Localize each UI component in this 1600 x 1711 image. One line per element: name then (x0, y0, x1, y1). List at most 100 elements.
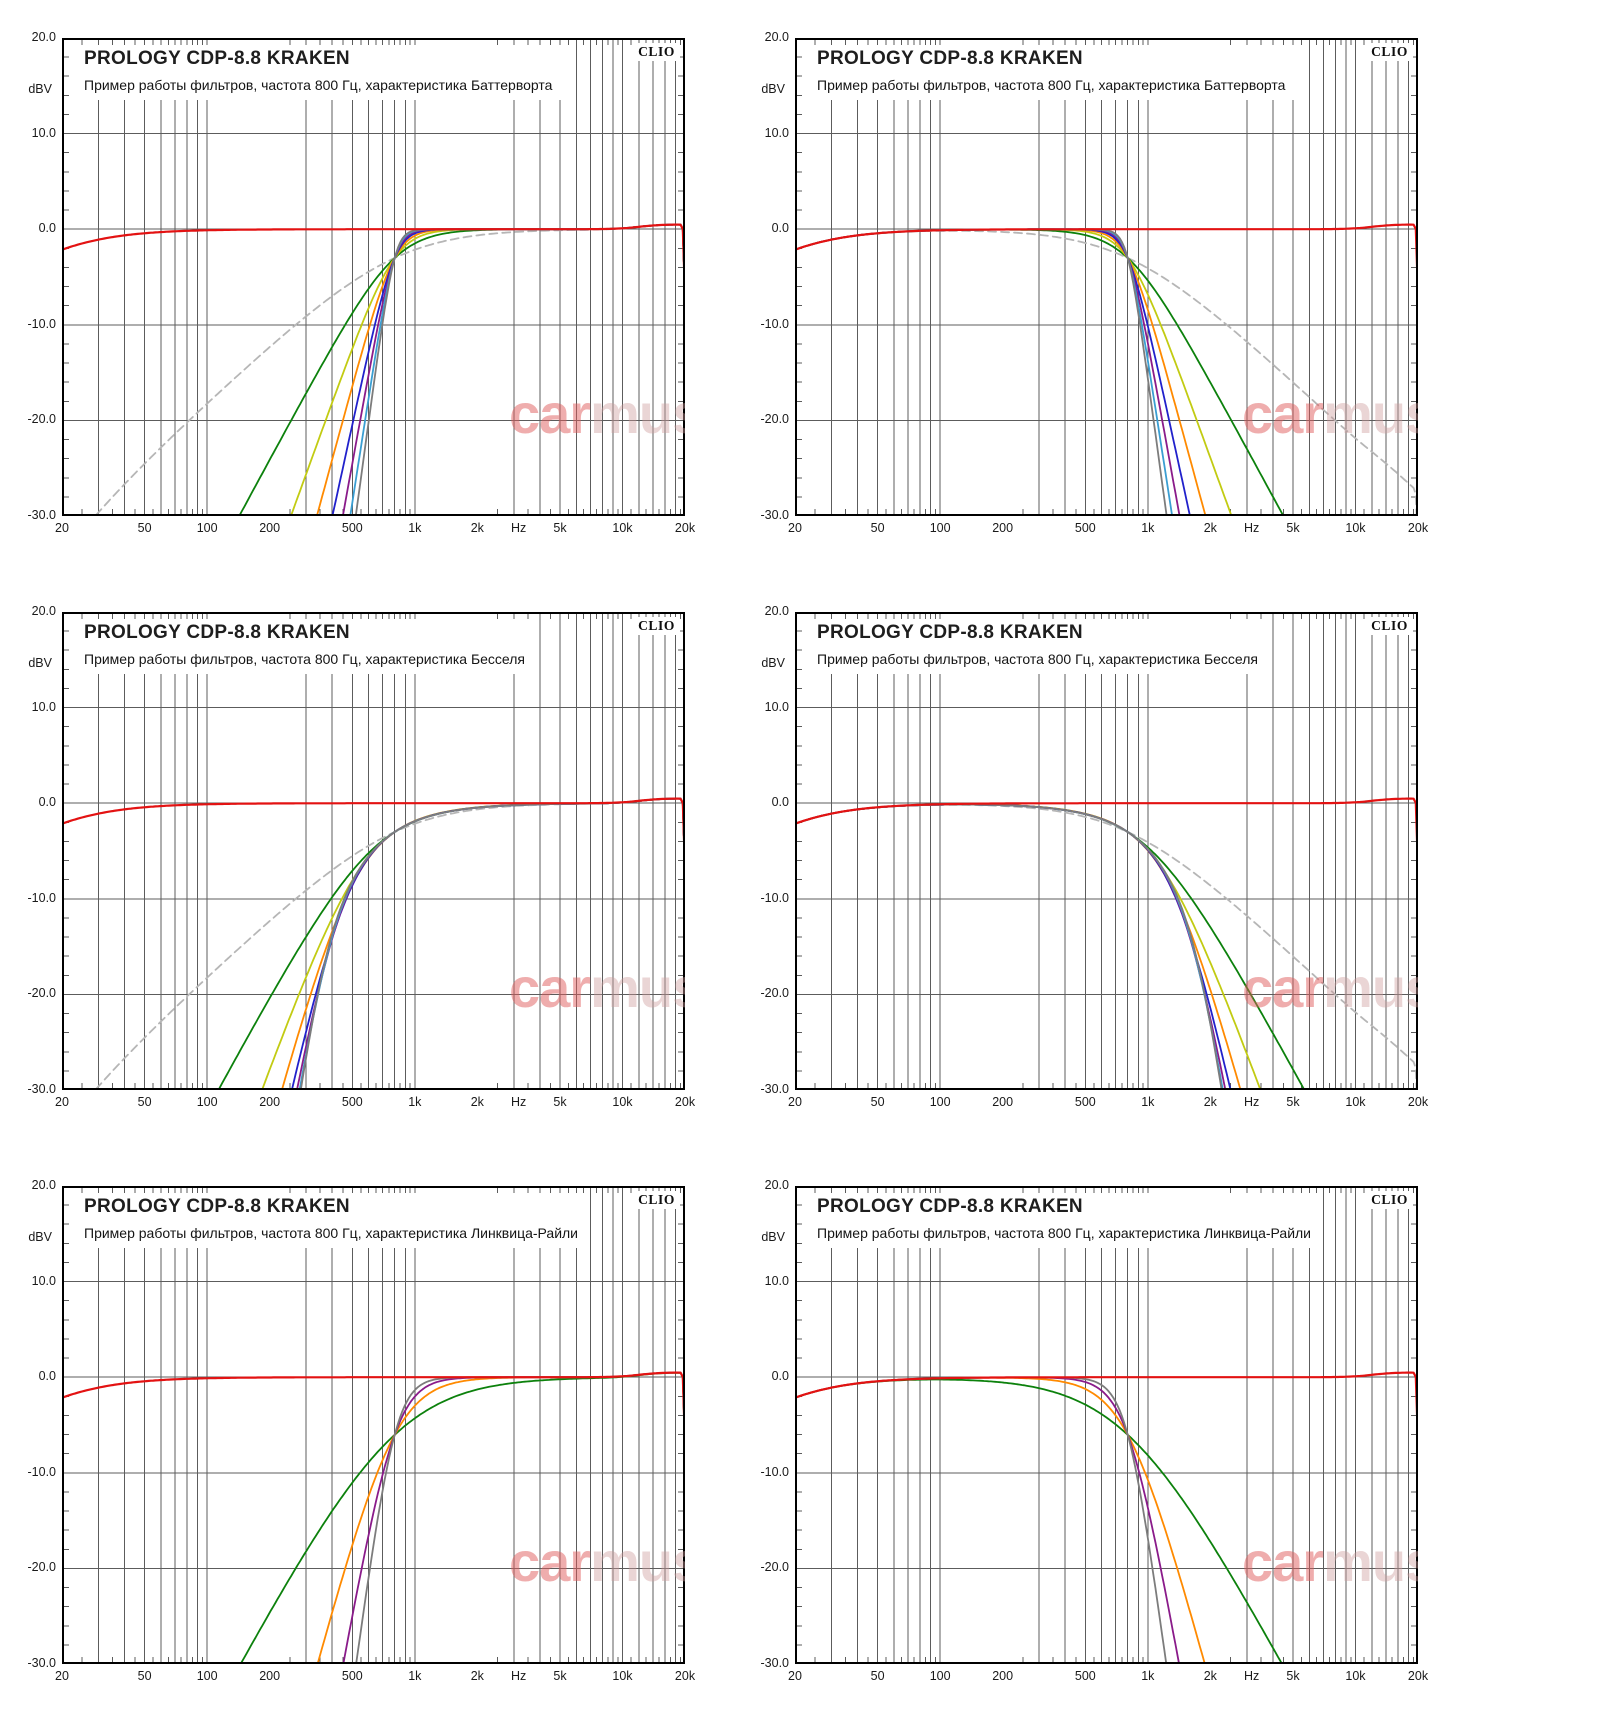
plot-area: PROLOGY CDP-8.8 KRAKEN Пример работы фил… (795, 38, 1418, 516)
y-axis-unit-label: dBV (761, 656, 785, 670)
x-tick-label: 20k (1407, 1669, 1429, 1683)
curve-42-db-oct (797, 803, 1224, 1088)
plot-border (795, 612, 1418, 1090)
watermark-part2: mus (590, 956, 685, 1019)
x-tick-label: 2k (1203, 521, 1217, 535)
x-tick-label: 100 (196, 521, 218, 535)
y-tick-label: 10.0 (764, 125, 789, 140)
y-tick-label: -10.0 (27, 890, 57, 905)
x-tick-label: Hz (510, 1095, 527, 1109)
curve-24-db-oct (317, 1371, 683, 1662)
x-tick-label: 10k (612, 1669, 633, 1683)
curve-reference-no-filter (797, 1371, 1416, 1417)
chart-panel-butterworth-highpass: PROLOGY CDP-8.8 KRAKEN Пример работы фил… (0, 18, 733, 563)
chart-canvas (62, 1186, 685, 1664)
y-axis-unit-label: dBV (28, 1230, 52, 1244)
y-tick-label: -20.0 (27, 412, 57, 427)
clio-logo: CLIO (1366, 617, 1413, 635)
x-tick-label: 500 (341, 521, 363, 535)
chart-panel-linkwitz-riley-highpass: PROLOGY CDP-8.8 KRAKEN Пример работы фил… (0, 1166, 733, 1711)
x-tick-label: 10k (1345, 1095, 1366, 1109)
x-tick-label: 1k (408, 1669, 422, 1683)
x-tick-label: 50 (870, 521, 885, 535)
watermark: carmus (509, 386, 685, 442)
x-tick-label: 20k (674, 1095, 696, 1109)
y-tick-label: -30.0 (27, 508, 57, 522)
x-tick-label: 200 (259, 1095, 281, 1109)
x-tick-label: 1k (408, 521, 422, 535)
chart-subtitle: Пример работы фильтров, частота 800 Гц, … (817, 76, 1286, 93)
x-tick-label: 5k (553, 1095, 567, 1109)
curve-reference-no-filter (797, 223, 1416, 269)
curve-reference-no-filter (64, 223, 683, 269)
y-tick-label: 10.0 (764, 699, 789, 714)
curve-24-db-oct (797, 1376, 1206, 1662)
x-tick-label: 200 (992, 1669, 1014, 1683)
x-tick-label: 1k (408, 1095, 422, 1109)
curve-12-db-oct (240, 1371, 683, 1662)
chart-title: PROLOGY CDP-8.8 KRAKEN (84, 622, 350, 643)
plot-border (795, 38, 1418, 516)
chart-canvas (795, 1186, 1418, 1664)
chart-title: PROLOGY CDP-8.8 KRAKEN (817, 622, 1083, 643)
x-tick-label: 10k (1345, 521, 1366, 535)
x-tick-label: 20 (788, 1095, 802, 1109)
curve-18-db-oct (797, 228, 1232, 514)
chart-subtitle: Пример работы фильтров, частота 800 Гц, … (817, 1224, 1311, 1241)
curve-6-db-oct (797, 803, 1416, 1088)
x-tick-label: 100 (929, 1095, 951, 1109)
x-tick-label: 200 (259, 1669, 281, 1683)
curve-reference-no-filter (797, 797, 1416, 843)
plot-area: PROLOGY CDP-8.8 KRAKEN Пример работы фил… (795, 1186, 1418, 1664)
watermark-part1: car (1242, 382, 1324, 445)
x-tick-label: 50 (137, 1095, 152, 1109)
y-tick-label: -20.0 (760, 1560, 790, 1575)
curve-reference-no-filter (64, 797, 683, 843)
curve-48-db-oct (797, 228, 1168, 514)
x-tick-label: 2k (470, 1095, 484, 1109)
y-tick-label: -30.0 (760, 1082, 790, 1096)
x-tick-label: 10k (612, 1095, 633, 1109)
chart-canvas (795, 612, 1418, 1090)
x-tick-label: Hz (510, 1669, 527, 1683)
x-tick-label: 200 (992, 1095, 1014, 1109)
watermark-part1: car (509, 956, 591, 1019)
x-tick-label: 5k (553, 521, 567, 535)
x-tick-label: 50 (137, 1669, 152, 1683)
y-tick-label: 10.0 (764, 1273, 789, 1288)
chart-header: PROLOGY CDP-8.8 KRAKEN Пример работы фил… (809, 1193, 1321, 1248)
plot-area: PROLOGY CDP-8.8 KRAKEN Пример работы фил… (62, 1186, 685, 1664)
clio-logo: CLIO (633, 1191, 680, 1209)
y-tick-label: 0.0 (38, 221, 56, 236)
y-tick-label: -20.0 (760, 412, 790, 427)
x-tick-label: 2k (1203, 1669, 1217, 1683)
x-tick-label: 500 (341, 1669, 363, 1683)
y-tick-label: 0.0 (38, 795, 56, 810)
x-tick-label: 2k (1203, 1095, 1217, 1109)
y-tick-label: -10.0 (27, 316, 57, 331)
y-tick-label: -20.0 (27, 986, 57, 1001)
y-tick-label: -10.0 (760, 1464, 790, 1479)
x-tick-label: 1k (1141, 1669, 1155, 1683)
x-tick-label: 5k (1286, 1095, 1300, 1109)
y-tick-label: 10.0 (31, 125, 56, 140)
clio-logo: CLIO (633, 617, 680, 635)
y-tick-label: -30.0 (27, 1082, 57, 1096)
chart-subtitle: Пример работы фильтров, частота 800 Гц, … (84, 650, 525, 667)
chart-header: PROLOGY CDP-8.8 KRAKEN Пример работы фил… (809, 619, 1268, 674)
watermark-part2: mus (1323, 956, 1418, 1019)
y-tick-label: 10.0 (31, 699, 56, 714)
clio-logo: CLIO (633, 43, 680, 61)
y-tick-label: 20.0 (764, 30, 789, 44)
x-tick-label: 20 (55, 1095, 69, 1109)
chart-canvas (795, 38, 1418, 516)
x-tick-label: 2k (470, 1669, 484, 1683)
watermark-part1: car (1242, 956, 1324, 1019)
x-tick-label: 20 (55, 521, 69, 535)
plot-border (62, 612, 685, 1090)
chart-title: PROLOGY CDP-8.8 KRAKEN (84, 1196, 350, 1217)
watermark: carmus (509, 1534, 685, 1590)
curve-30-db-oct (797, 228, 1191, 514)
curve-36-db-oct (797, 803, 1226, 1088)
